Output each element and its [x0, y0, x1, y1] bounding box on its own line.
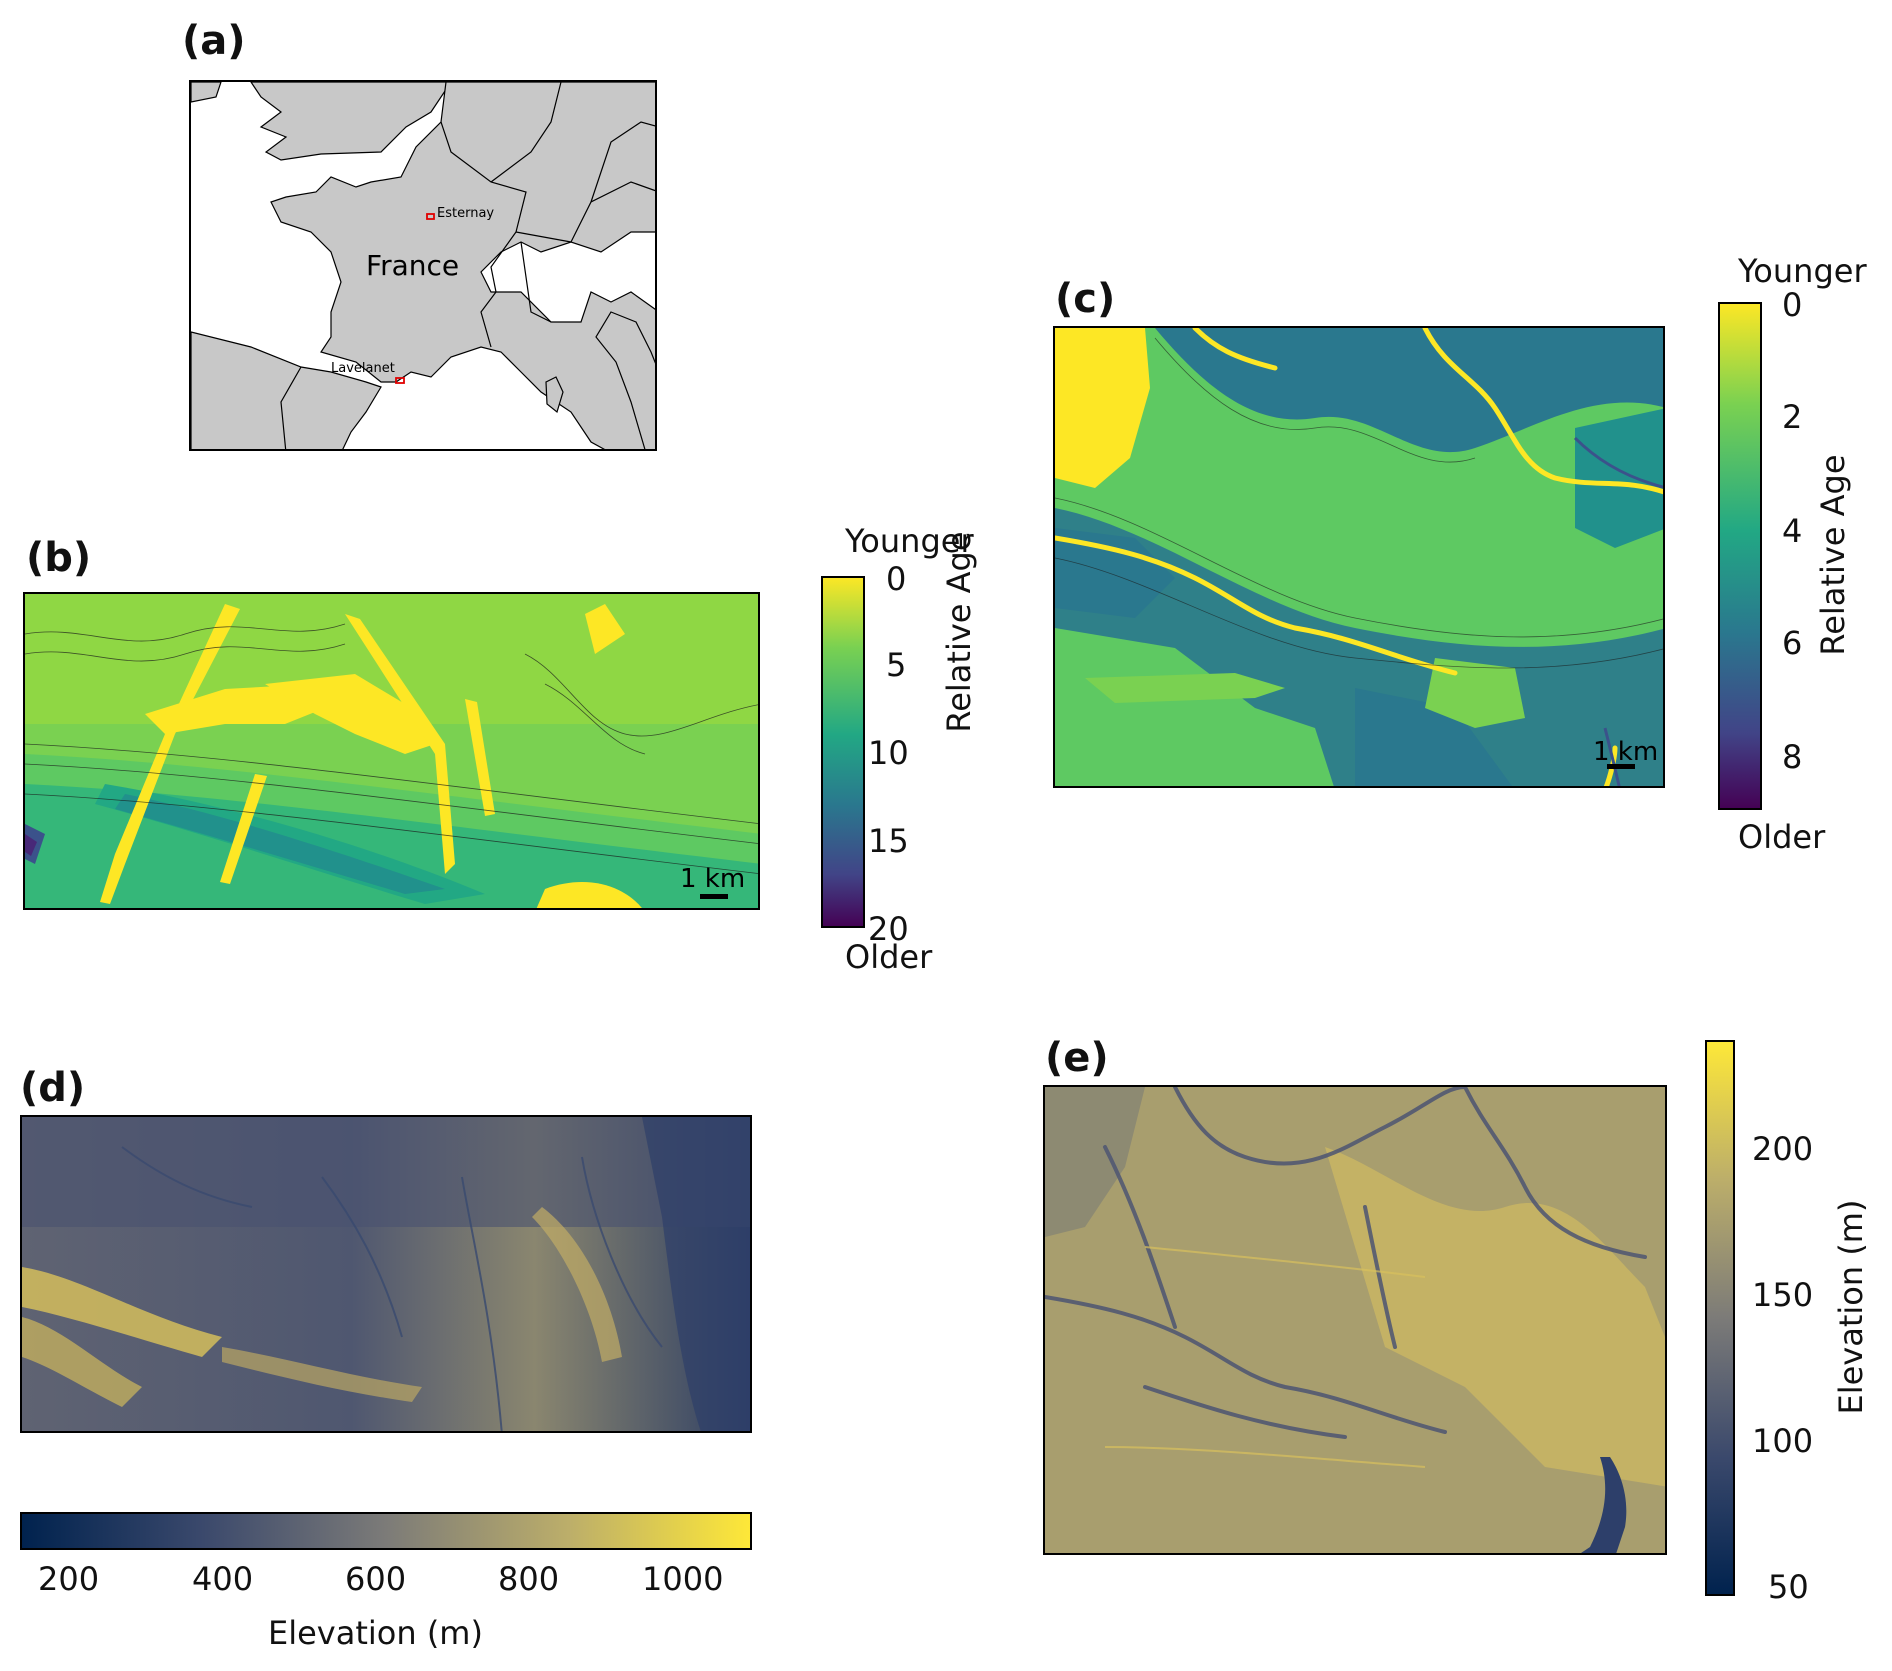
corsica-shape — [545, 376, 564, 414]
scale-bar-c — [1607, 764, 1635, 769]
cbar-e-svg — [1705, 1040, 1735, 1596]
cbar-b-ticks: 0 5 10 15 20 — [868, 560, 918, 948]
overview-map: Esternay Lavelanet France — [189, 80, 657, 451]
cbar-d-ticks: 200 400 600 800 1000 — [20, 1560, 800, 1600]
esternay-label: Esternay — [437, 206, 494, 221]
relative-age-map-b: 1 km — [23, 592, 760, 910]
germany-border — [570, 181, 655, 243]
continent-shape — [270, 82, 655, 449]
cbar-e-ticks: 200 150 100 50 — [1752, 1130, 1814, 1610]
cbar-c-bottom-label: Older — [1738, 818, 1826, 856]
cbar-d-svg — [20, 1512, 752, 1550]
italy-shape — [595, 311, 655, 449]
cbar-b-title: Relative Age — [940, 531, 978, 733]
portugal-border — [280, 366, 302, 449]
cbar-c-tick: 8 — [1782, 738, 1803, 776]
belgium-border — [490, 82, 562, 183]
elevation-map-d-svg — [22, 1117, 750, 1431]
cbar-c-title: Relative Age — [1814, 454, 1852, 656]
panel-e-label: (e) — [1045, 1035, 1109, 1081]
cbar-c-top-label: Younger — [1738, 252, 1867, 290]
cbar-d-tick: 600 — [345, 1560, 407, 1598]
elevation-map-e-svg — [1045, 1087, 1665, 1553]
cbar-d-tick: 200 — [38, 1560, 100, 1598]
britain-shape — [250, 82, 452, 161]
cbar-b-title-wrap: Relative Age — [940, 512, 978, 752]
cbar-e-tick: 100 — [1752, 1422, 1814, 1460]
cbar-c-tick: 6 — [1782, 624, 1803, 662]
scale-bar-b-label: 1 km — [680, 864, 745, 894]
ireland-shape — [191, 82, 222, 103]
panel-b-label: (b) — [26, 535, 92, 581]
swiss-border — [515, 231, 572, 323]
cbar-e-title: Elevation (m) — [1832, 1199, 1870, 1415]
cbar-c — [1718, 302, 1762, 810]
elevation-map-d — [20, 1115, 752, 1433]
cbar-d — [20, 1512, 752, 1550]
iberia-shape — [191, 331, 382, 449]
cbar-b-top-label: Younger — [845, 522, 974, 560]
cbar-b-tick: 20 — [868, 910, 909, 948]
cbar-c-tick: 4 — [1782, 512, 1803, 550]
cbar-b-tick: 10 — [868, 734, 909, 772]
cbar-c-svg — [1718, 302, 1762, 810]
cbar-d-tick: 1000 — [642, 1560, 724, 1598]
cbar-c-tick: 2 — [1782, 398, 1803, 436]
relative-age-map-c-svg: 1 km — [1055, 328, 1663, 786]
cbar-b-tick: 0 — [886, 560, 907, 598]
cbar-d-tick: 800 — [498, 1560, 560, 1598]
france-label: France — [366, 249, 459, 282]
cbar-d-title: Elevation (m) — [268, 1614, 483, 1652]
esternay-box — [426, 213, 435, 220]
germany-north-border — [590, 121, 655, 203]
cbar-b — [821, 576, 865, 928]
cbar-b-svg — [821, 576, 865, 928]
cbar-e-tick: 50 — [1768, 1568, 1809, 1606]
cbar-c-tick: 0 — [1782, 286, 1803, 324]
lavelanet-label: Lavelanet — [331, 361, 395, 376]
panel-a-label: (a) — [182, 18, 246, 64]
cbar-e-title-wrap: Elevation (m) — [1832, 1182, 1870, 1432]
scale-bar-c-label: 1 km — [1593, 737, 1658, 767]
europe-map-svg: Esternay Lavelanet France — [191, 82, 655, 449]
cbar-d-tick: 400 — [192, 1560, 254, 1598]
cbar-c-ticks: 0 2 4 6 8 — [1782, 286, 1822, 786]
cbar-e-tick: 200 — [1752, 1130, 1814, 1168]
scale-bar-b — [700, 894, 728, 899]
panel-d-label: (d) — [20, 1065, 86, 1111]
panel-c-label: (c) — [1055, 276, 1116, 322]
lavelanet-box — [395, 377, 405, 384]
cbar-b-bottom-label: Older — [845, 938, 933, 976]
relative-age-map-b-svg: 1 km — [25, 594, 758, 908]
cbar-b-tick: 5 — [886, 646, 907, 684]
cbar-e — [1705, 1040, 1735, 1596]
cbar-e-tick: 150 — [1752, 1276, 1814, 1314]
elevation-map-e — [1043, 1085, 1667, 1555]
cbar-c-title-wrap: Relative Age — [1814, 435, 1852, 675]
cbar-b-tick: 15 — [868, 822, 909, 860]
relative-age-map-c: 1 km — [1053, 326, 1665, 788]
